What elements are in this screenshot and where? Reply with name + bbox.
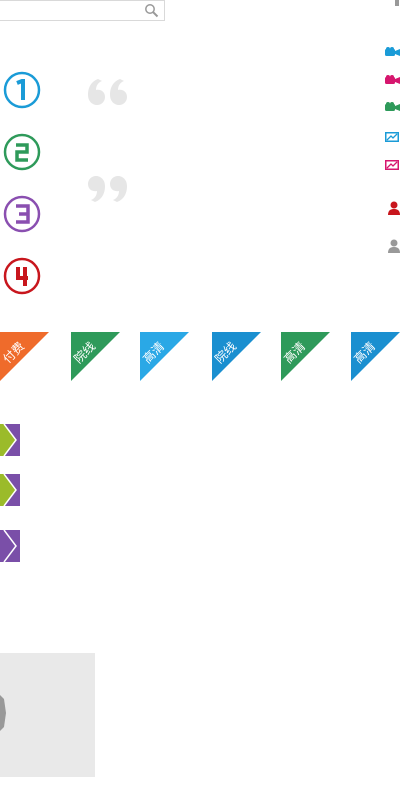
number-3-icon [3, 195, 41, 233]
badge-label: 高清 [281, 338, 308, 366]
arrow-right-icon[interactable] [0, 529, 20, 563]
badge-label: 院线 [212, 339, 239, 366]
hexagon-icon [0, 695, 8, 735]
number-2-icon [3, 133, 41, 171]
close-quote-icon [86, 172, 130, 208]
search-icon[interactable] [144, 3, 160, 19]
number-4-icon [3, 257, 41, 295]
badge-theater: 院线 [71, 332, 120, 381]
placeholder-panel [0, 653, 95, 777]
open-quote-icon [86, 73, 130, 109]
video-camera-icon [385, 97, 400, 116]
picture-icon [385, 155, 399, 174]
badge-label: 院线 [71, 339, 98, 366]
badge-hd: 高清 [281, 332, 330, 381]
video-camera-icon [385, 70, 400, 89]
user-icon [388, 238, 400, 257]
video-camera-icon [385, 42, 400, 61]
user-icon [388, 200, 400, 219]
search-box [0, 0, 165, 22]
badge-hd: 高清 [140, 332, 189, 381]
badge-label: 高清 [351, 338, 378, 366]
arrow-right-icon[interactable] [0, 423, 20, 457]
scroll-indicator [395, 0, 399, 6]
arrow-right-icon[interactable] [0, 473, 20, 507]
badge-paid: 付费 [0, 332, 49, 381]
badge-hd: 高清 [351, 332, 400, 381]
badge-theater: 院线 [212, 332, 261, 381]
badge-label: 高清 [140, 338, 167, 366]
number-1-icon [3, 71, 41, 109]
search-input[interactable] [0, 3, 148, 22]
picture-icon [385, 127, 399, 146]
badge-label: 付费 [0, 339, 27, 366]
